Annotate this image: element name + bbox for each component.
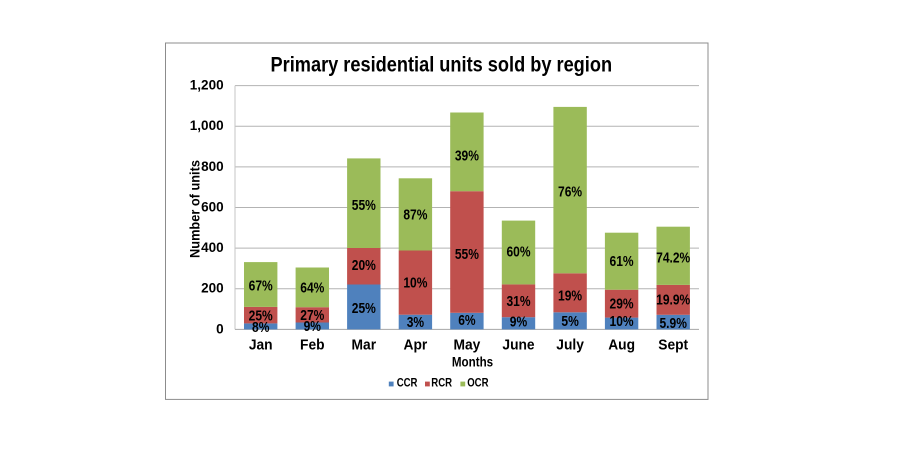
- svg-text:Jan: Jan: [249, 337, 273, 354]
- svg-text:Mar: Mar: [352, 337, 377, 354]
- svg-text:10%: 10%: [403, 275, 427, 291]
- svg-text:Apr: Apr: [404, 337, 428, 354]
- svg-text:Sept: Sept: [658, 337, 688, 354]
- svg-text:64%: 64%: [300, 279, 324, 295]
- svg-text:Months: Months: [452, 355, 493, 370]
- svg-text:10%: 10%: [610, 313, 634, 329]
- svg-text:200: 200: [201, 281, 224, 296]
- svg-text:800: 800: [201, 159, 224, 174]
- svg-text:74.2%: 74.2%: [656, 249, 690, 265]
- svg-text:20%: 20%: [352, 257, 376, 273]
- svg-text:3%: 3%: [407, 314, 425, 330]
- svg-text:29%: 29%: [610, 296, 634, 312]
- svg-text:5.9%: 5.9%: [659, 315, 687, 331]
- svg-text:RCR: RCR: [431, 376, 452, 389]
- svg-text:31%: 31%: [506, 293, 530, 309]
- svg-text:55%: 55%: [352, 197, 376, 213]
- svg-text:June: June: [502, 337, 534, 354]
- svg-text:5%: 5%: [561, 313, 579, 329]
- svg-text:6%: 6%: [458, 312, 476, 328]
- svg-text:55%: 55%: [455, 246, 479, 262]
- svg-text:Number of units: Number of units: [187, 160, 203, 258]
- svg-text:25%: 25%: [352, 300, 376, 316]
- svg-text:Primary residential units sold: Primary residential units sold by region: [271, 53, 613, 77]
- svg-text:67%: 67%: [249, 277, 273, 293]
- svg-text:CCR: CCR: [397, 376, 418, 389]
- svg-text:1,200: 1,200: [190, 78, 224, 93]
- svg-text:July: July: [556, 337, 584, 354]
- svg-text:25%: 25%: [249, 307, 273, 323]
- svg-text:9%: 9%: [510, 313, 528, 329]
- svg-text:61%: 61%: [610, 253, 634, 269]
- svg-text:9%: 9%: [304, 318, 322, 334]
- svg-text:27%: 27%: [300, 307, 324, 323]
- svg-text:39%: 39%: [455, 148, 479, 164]
- svg-text:19%: 19%: [558, 288, 582, 304]
- svg-text:1,000: 1,000: [190, 118, 224, 133]
- svg-text:8%: 8%: [252, 319, 270, 335]
- svg-text:87%: 87%: [403, 206, 427, 222]
- svg-text:OCR: OCR: [467, 376, 488, 389]
- svg-text:76%: 76%: [558, 184, 582, 200]
- svg-text:19.9%: 19.9%: [656, 291, 690, 307]
- svg-text:600: 600: [201, 199, 224, 214]
- svg-text:400: 400: [201, 240, 224, 255]
- svg-text:0: 0: [216, 321, 224, 336]
- svg-text:Feb: Feb: [300, 337, 325, 354]
- svg-text:60%: 60%: [506, 243, 530, 259]
- svg-text:Aug: Aug: [608, 337, 635, 354]
- svg-text:May: May: [453, 337, 480, 354]
